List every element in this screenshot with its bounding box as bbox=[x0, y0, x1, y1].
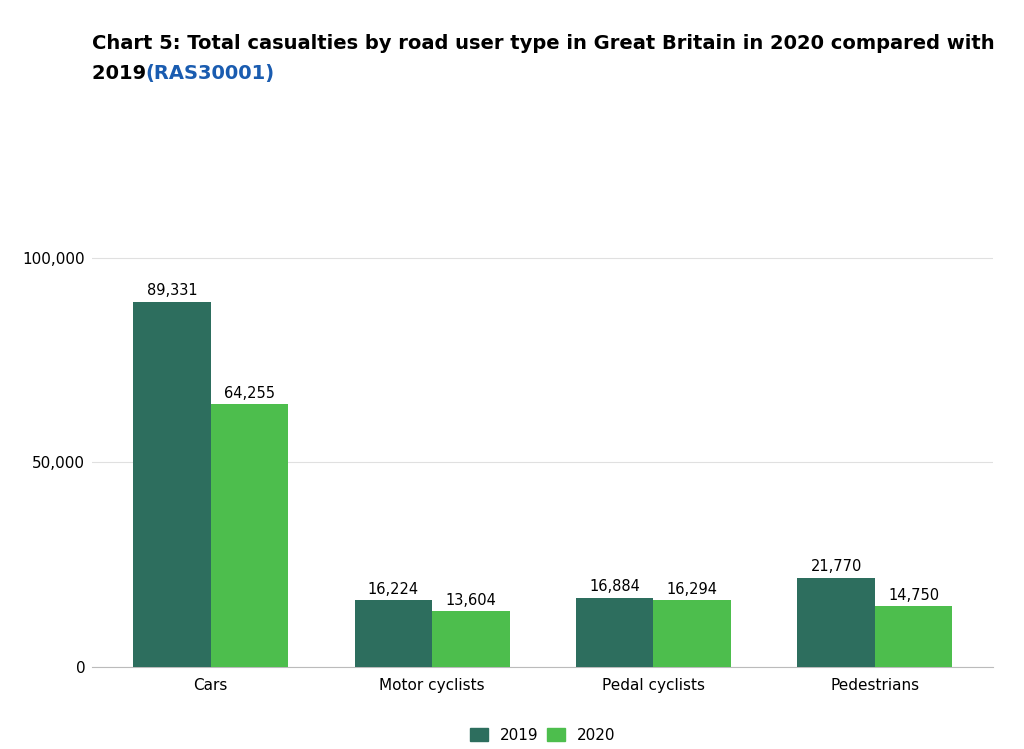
Bar bbox=[354, 601, 432, 667]
Bar bbox=[874, 607, 952, 667]
Text: 16,294: 16,294 bbox=[667, 582, 718, 597]
Text: Chart 5: Total casualties by road user type in Great Britain in 2020 compared wi: Chart 5: Total casualties by road user t… bbox=[92, 34, 994, 52]
Bar bbox=[798, 577, 874, 667]
Bar bbox=[653, 600, 731, 667]
Text: 64,255: 64,255 bbox=[224, 386, 274, 401]
Bar bbox=[432, 611, 510, 667]
Bar bbox=[211, 404, 288, 667]
Text: 89,331: 89,331 bbox=[146, 283, 198, 298]
Text: 2019: 2019 bbox=[92, 64, 153, 82]
Text: (RAS30001): (RAS30001) bbox=[145, 64, 274, 82]
Legend: 2019, 2020: 2019, 2020 bbox=[464, 721, 622, 749]
Text: 21,770: 21,770 bbox=[810, 560, 862, 574]
Bar bbox=[575, 598, 653, 667]
Text: 13,604: 13,604 bbox=[445, 592, 497, 607]
Text: 16,884: 16,884 bbox=[589, 580, 640, 595]
Bar bbox=[133, 302, 211, 667]
Text: 14,750: 14,750 bbox=[888, 588, 939, 603]
Text: 16,224: 16,224 bbox=[368, 582, 419, 597]
